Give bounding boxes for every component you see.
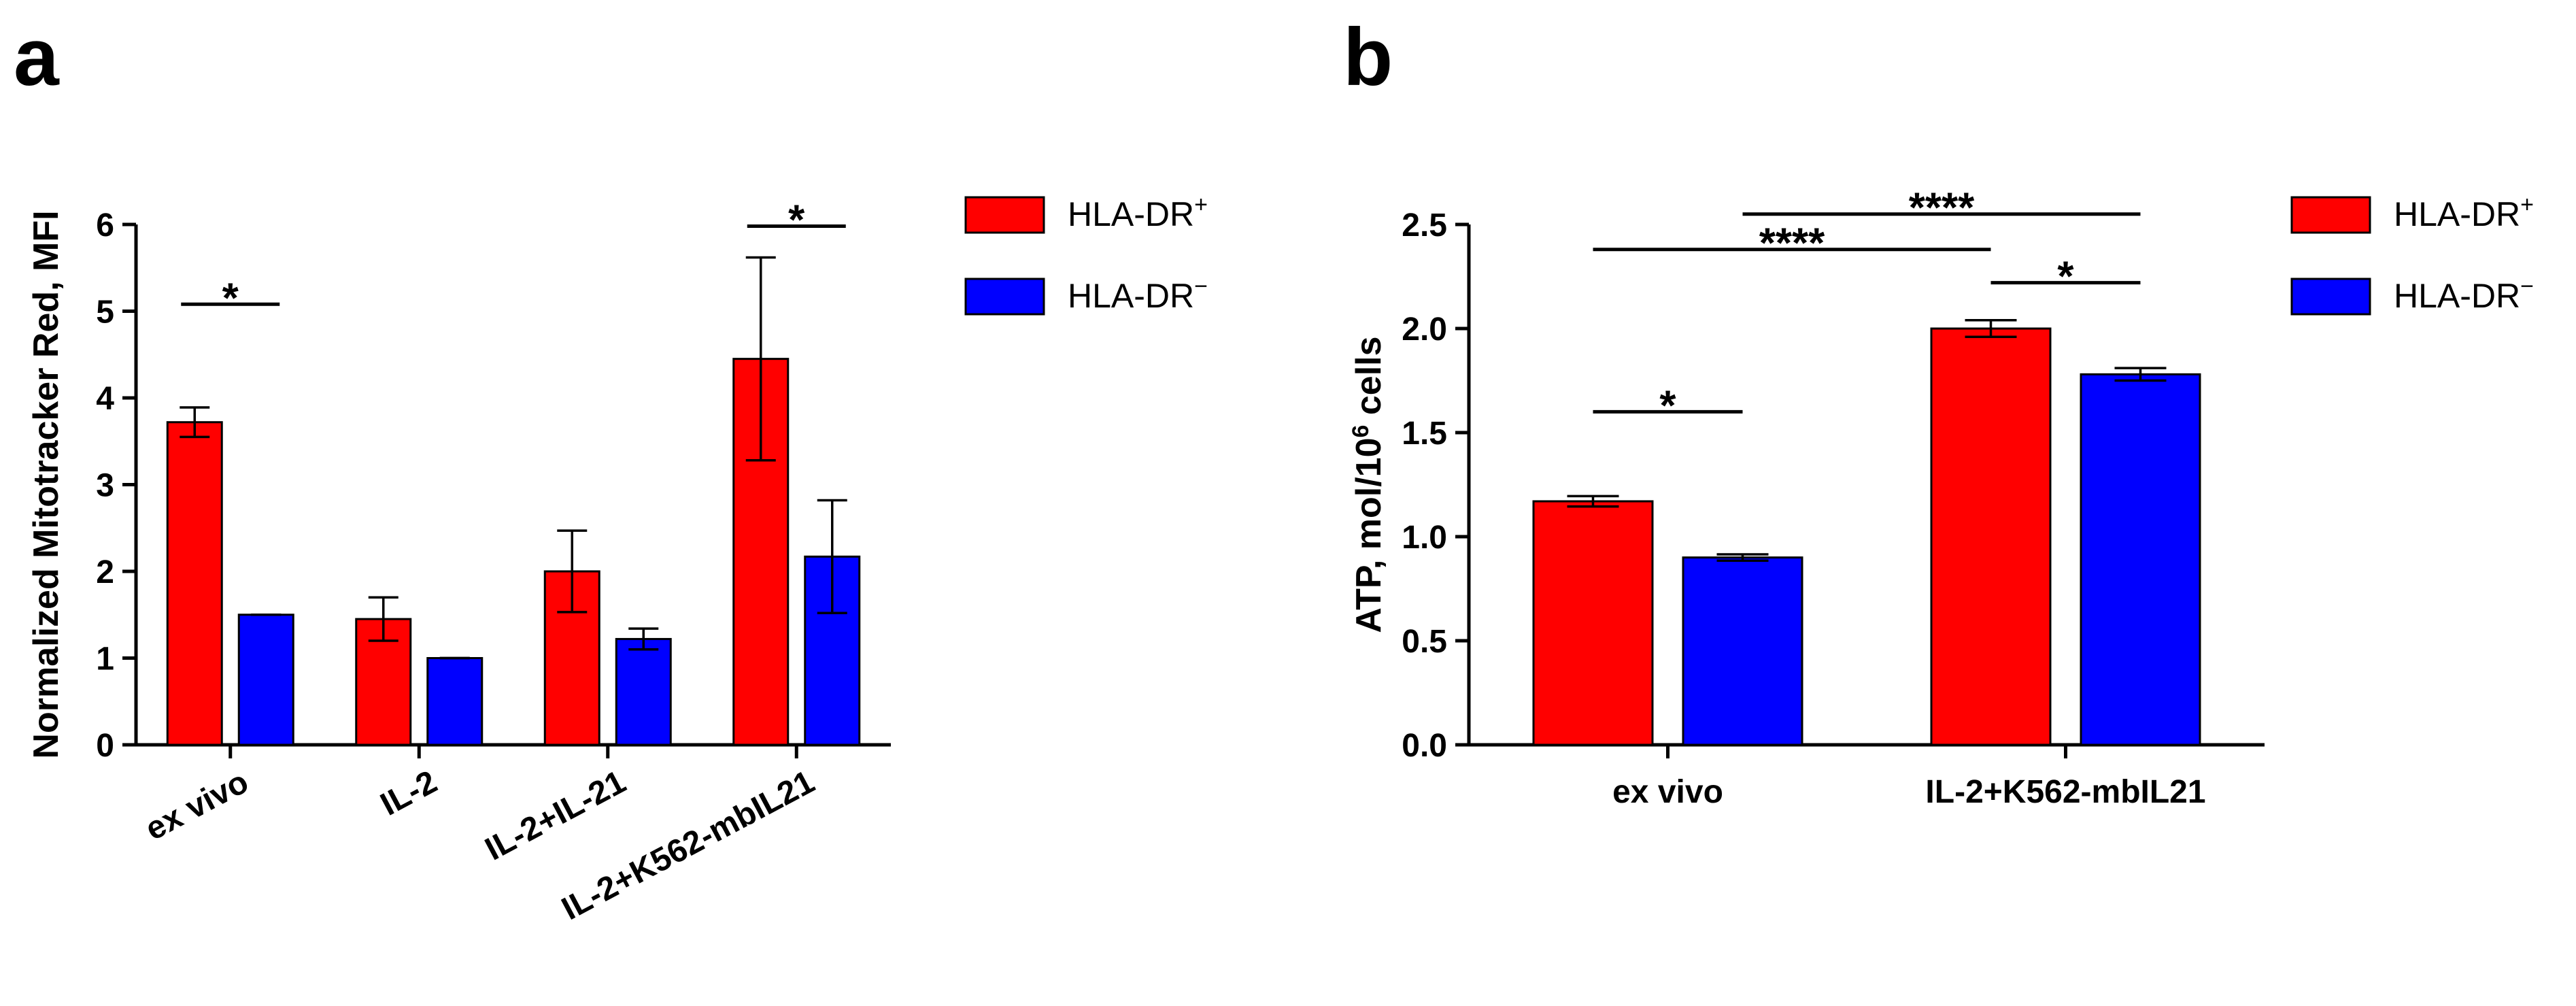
- x-category-label: ex vivo: [139, 764, 254, 848]
- bar: [237, 614, 294, 746]
- y-tick-label: 1.0: [1402, 520, 1447, 556]
- bar: [2080, 373, 2201, 746]
- y-tick-label: 0: [96, 728, 114, 764]
- legend-label: HLA-DR+: [2394, 192, 2534, 233]
- y-axis-label-main: ATP, mol/10: [1349, 437, 1389, 633]
- y-tick-label: 6: [96, 207, 114, 244]
- legend-swatch: [964, 196, 1045, 234]
- y-tick-label: 2.0: [1402, 312, 1447, 348]
- y-axis-label: Normalized Mitotracker Red, MFI: [27, 210, 66, 758]
- y-tick-label: 2.5: [1402, 207, 1447, 244]
- bar: [1532, 500, 1654, 746]
- y-tick-label: 0.5: [1402, 624, 1447, 660]
- x-category-label: ex vivo: [1612, 774, 1723, 810]
- x-category-label: IL-2+IL-21: [479, 764, 632, 868]
- legend-label: HLA-DR+: [1068, 192, 1208, 233]
- y-tick-label: 2: [96, 554, 114, 590]
- bar: [1682, 556, 1803, 746]
- legend-swatch: [2290, 278, 2371, 316]
- significance-stars: ****: [1909, 185, 1975, 232]
- y-axis-label: ATP, mol/106 cells: [1348, 336, 1389, 633]
- chart-panel-b: 0.0 0.5 1.0 1.5 2.0 2.5 ex vivo IL-2+K562-mbIL2…: [1348, 185, 2534, 810]
- bar: [426, 657, 484, 746]
- y-tick-label: 3: [96, 468, 114, 504]
- y-axis-label-superscript: 6: [1348, 425, 1374, 438]
- significance-stars: *: [788, 197, 805, 244]
- y-tick-label: 1: [96, 641, 114, 677]
- y-tick-label: 1.5: [1402, 416, 1447, 452]
- panel-letter-a: a: [14, 12, 60, 103]
- legend-label-name: HLA-DR: [2394, 277, 2520, 315]
- significance-stars: *: [1659, 382, 1676, 429]
- y-axis-label-end: cells: [1349, 336, 1389, 424]
- x-category-label: IL-2: [375, 764, 443, 823]
- legend-swatch: [964, 278, 1045, 316]
- legend-label-superscript: −: [1194, 273, 1208, 299]
- legend-label: HLA-DR−: [2394, 273, 2534, 315]
- legend-swatch: [2290, 196, 2371, 234]
- legend-label-name: HLA-DR: [1068, 277, 1194, 315]
- legend-label-name: HLA-DR: [2394, 195, 2520, 233]
- significance-stars: ****: [1759, 220, 1825, 267]
- legend-label-superscript: +: [2520, 192, 2534, 218]
- significance-stars: *: [222, 275, 239, 322]
- bar: [166, 421, 223, 746]
- x-category-label: IL-2+K562-mbIL21: [1925, 774, 2205, 810]
- bar: [615, 637, 672, 746]
- legend-label-superscript: −: [2520, 273, 2534, 299]
- y-tick-label: 5: [96, 295, 114, 331]
- legend-label: HLA-DR−: [1068, 273, 1208, 315]
- bar: [1930, 327, 2052, 746]
- y-tick-label: 0.0: [1402, 728, 1447, 764]
- legend-label-name: HLA-DR: [1068, 195, 1194, 233]
- legend-label-superscript: +: [1194, 192, 1208, 218]
- significance-stars: *: [2057, 254, 2074, 301]
- panel-letter-b: b: [1343, 12, 1393, 103]
- y-tick-label: 4: [96, 381, 114, 417]
